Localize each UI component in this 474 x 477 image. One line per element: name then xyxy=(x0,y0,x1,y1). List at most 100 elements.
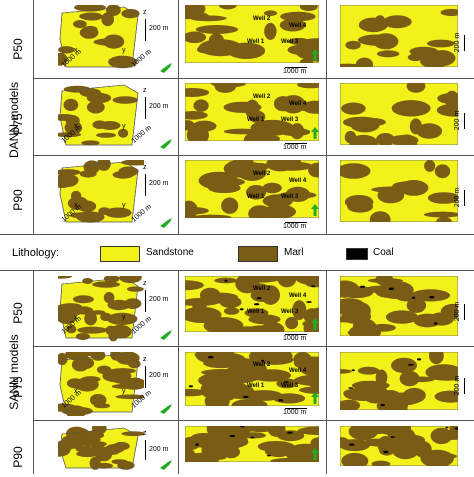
lithology-patch xyxy=(440,8,458,17)
lithology-patch xyxy=(445,426,449,429)
block-outline xyxy=(59,161,139,223)
lithology-patch xyxy=(283,381,289,383)
lithology-patch xyxy=(388,287,394,291)
lithology-patch xyxy=(373,33,399,50)
lithology-patch xyxy=(454,427,458,430)
lithology-patch xyxy=(277,430,305,442)
legend-label-marl: Marl xyxy=(284,247,304,258)
map-view xyxy=(185,426,319,462)
lithology-patch xyxy=(427,39,455,48)
lithology-patch xyxy=(411,296,416,299)
z-axis-label: z xyxy=(143,280,147,287)
lithology-patch xyxy=(86,92,112,104)
map-view xyxy=(185,160,319,218)
lithology-patch xyxy=(185,111,208,120)
lithology-patch xyxy=(377,187,405,204)
y-axis-label: y xyxy=(122,388,126,395)
lithology-patch xyxy=(109,324,132,339)
vertical-scale-bar xyxy=(145,19,146,41)
lithology-patch xyxy=(197,45,212,54)
lithology-patch xyxy=(185,280,204,291)
dann-row-label-p90: P90 xyxy=(11,189,25,211)
vertical-scale-label: 200 m xyxy=(149,446,169,453)
y-axis-label: y xyxy=(122,47,126,54)
map-view-panel: Well 2 Well 4 Well 1 Well 3 1000 m xyxy=(181,158,324,232)
lithology-patch xyxy=(227,326,268,332)
lithology-patch xyxy=(103,34,125,49)
lithology-patch xyxy=(360,285,366,288)
lithology-patch xyxy=(67,196,89,211)
lithology-patch xyxy=(417,358,422,361)
lithology-patch xyxy=(102,369,132,383)
sann-row-label-p75: P75 xyxy=(11,376,25,398)
map-view-panel: Well 2 Well 4 Well 1 Well 3 1000 m xyxy=(181,3,324,77)
z-axis-label: z xyxy=(143,356,147,363)
lithology-patch xyxy=(391,100,431,117)
y-axis-label: y xyxy=(122,123,126,130)
lithology-patch xyxy=(65,440,83,449)
lithology-patch xyxy=(195,25,239,34)
lithology-patch xyxy=(207,355,214,359)
lithology-patch xyxy=(276,378,298,389)
horizontal-scale-label: 1000 m xyxy=(283,335,307,342)
lithology-patch xyxy=(285,443,319,462)
lithology-patch xyxy=(124,298,142,309)
lithology-patch xyxy=(112,96,138,104)
lithology-patch xyxy=(186,125,209,141)
lithology-patch xyxy=(185,31,207,44)
lithology-patch xyxy=(380,403,385,407)
lithology-patch xyxy=(273,393,306,404)
lithology-patch xyxy=(221,197,239,214)
lithology-patch xyxy=(79,170,97,178)
lithology-patch xyxy=(84,311,97,326)
x-axis-label: x xyxy=(74,202,78,209)
north-arrow-icon xyxy=(311,392,319,404)
lithology-patch xyxy=(240,426,245,428)
lithology-patch xyxy=(277,276,297,288)
lithology-patch xyxy=(386,394,397,405)
vertical-scale-label: 200 m xyxy=(454,375,462,396)
vertical-scale-label: 200 m xyxy=(149,296,169,303)
lithology-patch xyxy=(402,387,426,403)
vertical-scale-bar xyxy=(464,113,465,129)
well-1-label: Well 1 xyxy=(247,308,265,315)
x-axis-label: x xyxy=(74,388,78,395)
lithology-patch xyxy=(263,10,278,16)
vertical-scale-bar xyxy=(145,174,146,196)
map-view-panel xyxy=(181,424,324,474)
lithology-patch xyxy=(293,356,319,371)
orientation-icon xyxy=(160,460,172,470)
cross-section-view xyxy=(340,352,458,410)
orientation-icon xyxy=(160,63,172,73)
block-3d-panel: z 200 m x y 1000 m 1000 m xyxy=(36,350,176,418)
lithology-patch xyxy=(261,359,265,363)
y-axis-label: y xyxy=(122,202,126,209)
vertical-scale-label: 200 m xyxy=(149,372,169,379)
block-3d-model xyxy=(58,352,144,416)
sann-row-label-p90: P90 xyxy=(11,446,25,468)
lithology-patch xyxy=(243,276,281,283)
cross-section-panel: 200 m xyxy=(330,81,472,153)
lithology-patch xyxy=(119,276,142,284)
block-3d-model xyxy=(58,84,139,146)
lithology-patch xyxy=(204,431,248,450)
z-axis-label: z xyxy=(143,9,147,16)
map-view xyxy=(185,276,319,332)
lithology-patch xyxy=(357,366,380,375)
lithology-patch xyxy=(77,326,108,334)
sann-row-label-p50: P50 xyxy=(11,302,25,324)
lithology-patch xyxy=(103,292,115,304)
north-arrow-icon xyxy=(311,204,319,216)
lithology-patch xyxy=(63,98,79,111)
dann-row-label-p75: P75 xyxy=(11,113,25,135)
lithology-patch xyxy=(351,380,390,391)
horizontal-scale-label: 1000 m xyxy=(283,409,307,416)
legend-label-sandstone: Sandstone xyxy=(146,247,194,258)
legend-swatch-coal xyxy=(346,248,368,260)
lithology-patch xyxy=(75,377,99,392)
well-4-label: Well 4 xyxy=(289,293,307,300)
block-3d-panel: z 200 m xyxy=(36,424,176,474)
z-axis-label: z xyxy=(143,87,147,94)
well-2-label: Well 2 xyxy=(253,170,271,177)
well-2-label: Well 2 xyxy=(253,15,271,22)
